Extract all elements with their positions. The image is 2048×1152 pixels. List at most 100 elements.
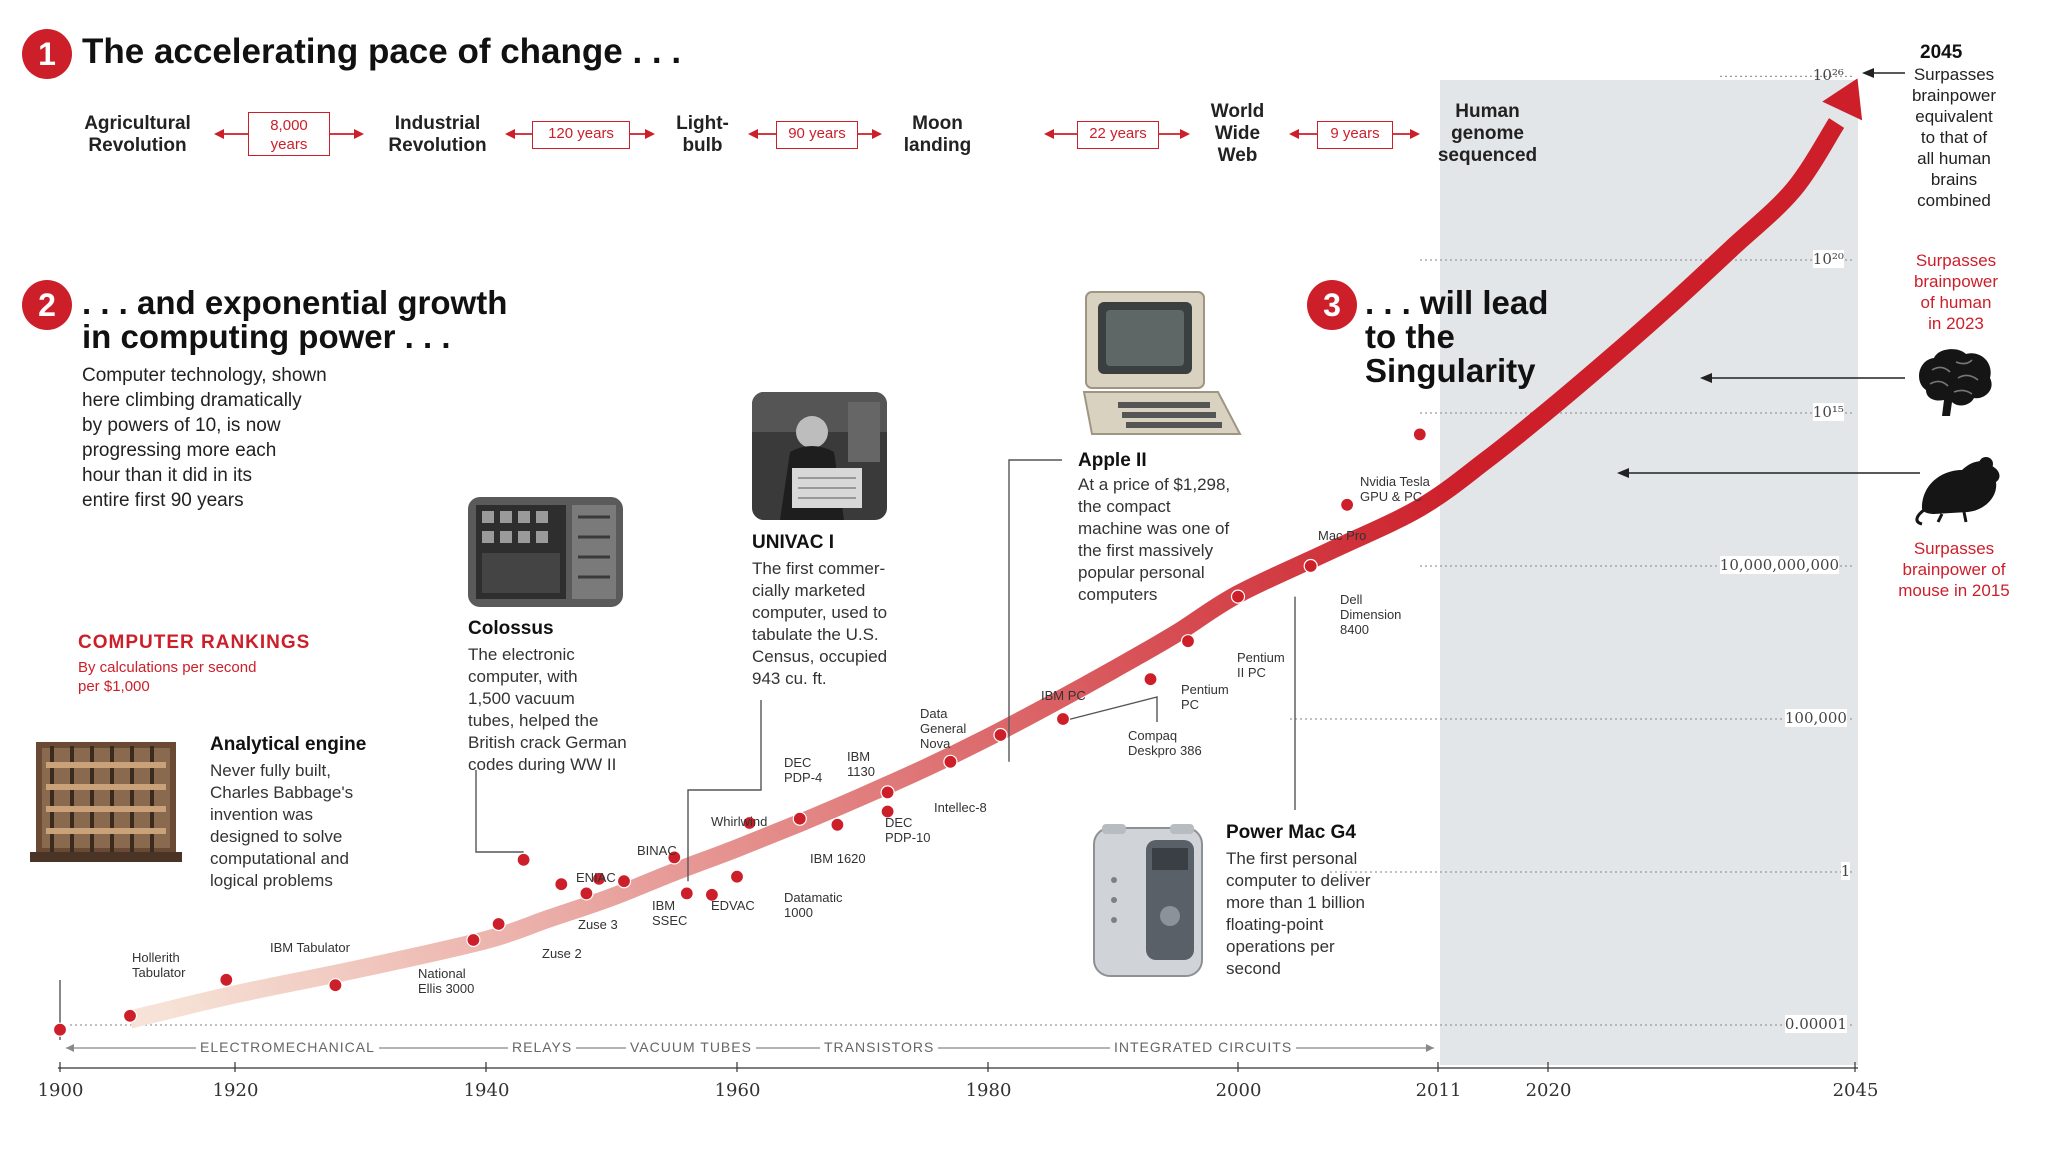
data-point <box>880 785 895 800</box>
era-agricultural-revolution: Agricultural Revolution <box>84 113 191 156</box>
x-tick-label: 2000 <box>1215 1080 1262 1101</box>
data-point-label: Zuse 3 <box>578 917 618 932</box>
data-point <box>219 972 234 987</box>
era-industrial-revolution: Industrial Revolution <box>388 113 487 156</box>
callout-leader <box>475 770 524 853</box>
y-tick-label: 0.00001 <box>1784 1015 1847 1033</box>
data-point <box>1055 711 1071 727</box>
callout-leader <box>1008 459 1062 762</box>
data-point <box>1143 672 1158 687</box>
y-tick-label: 10,000,000,000 <box>1719 556 1840 574</box>
data-point <box>830 817 845 832</box>
technology-band-arrow <box>1426 1044 1434 1052</box>
human-brainpower-note: Surpasses brainpower of human in 2023 <box>1913 251 1999 333</box>
data-point <box>1303 558 1318 574</box>
data-point-label: DEC PDP-4 <box>784 755 823 785</box>
data-point <box>516 852 531 867</box>
univac-image <box>752 392 887 520</box>
data-point <box>729 869 745 884</box>
era-moon-landing: Moon landing <box>903 113 972 156</box>
analytical-engine-body: Never fully built, Charles Babbage's inven… <box>210 761 354 890</box>
gap-arrowhead <box>645 129 655 139</box>
data-point-label: Pentium PC <box>1181 682 1229 712</box>
data-point-label: Zuse 2 <box>542 946 582 961</box>
data-point <box>466 932 481 948</box>
data-point-label: IBM 1620 <box>810 851 866 866</box>
gap-arrowhead <box>354 129 364 139</box>
technology-band-arrow <box>66 1044 74 1052</box>
colossus-body: The electronic computer, with 1,500 vacuum… <box>468 645 627 774</box>
x-tick-label: 1980 <box>965 1080 1012 1101</box>
gap-arrowhead <box>505 129 515 139</box>
pointer-arrowhead <box>1862 68 1874 78</box>
section-2-title: . . . and exponential growth in computing… <box>82 284 508 355</box>
data-point <box>1412 427 1427 442</box>
gap-arrowhead <box>1410 129 1420 139</box>
data-point-label: IBM 1130 <box>847 749 875 779</box>
mouse-icon <box>1912 448 2004 526</box>
x-tick-label: 2011 <box>1415 1080 1462 1101</box>
y-tick-label: 10²⁰ <box>1812 250 1844 268</box>
section-2-body: Computer technology, shown here climbing … <box>82 365 327 511</box>
data-point <box>554 877 569 892</box>
apple-ii-image <box>1078 284 1243 444</box>
gap-22-years: 22 years <box>1077 121 1159 149</box>
technology-era-label: ELECTROMECHANICAL <box>196 1039 379 1055</box>
data-point <box>943 754 958 769</box>
data-point-label: Dell Dimension 8400 <box>1340 592 1402 637</box>
technology-era-label: VACUUM TUBES <box>626 1039 756 1055</box>
data-point-label: IBM Tabulator <box>270 940 350 955</box>
apple-ii-title: Apple II <box>1078 450 1147 471</box>
univac-body: The first commer-cially marketed computer… <box>752 559 888 688</box>
gap-arrowhead <box>1180 129 1190 139</box>
gap-120-years: 120 years <box>532 121 630 149</box>
callout-leader <box>1062 696 1158 722</box>
analytical-engine-title: Analytical engine <box>210 734 367 755</box>
data-point-label: Mac Pro <box>1318 528 1367 543</box>
y-tick-label: 1 <box>1840 862 1851 880</box>
year-2045-label: 2045 <box>1920 42 1963 63</box>
data-point <box>579 886 594 901</box>
technology-era-label: INTEGRATED CIRCUITS <box>1110 1039 1297 1055</box>
data-point-label: ENIAC <box>576 870 616 885</box>
rankings-subtitle: By calculations per second per $1,000 <box>78 659 257 695</box>
technology-era-label: RELAYS <box>508 1039 577 1055</box>
data-point <box>1230 589 1246 604</box>
x-tick-label: 1900 <box>37 1080 84 1101</box>
gap-8000-years: 8,000 years <box>248 112 330 156</box>
era-human-genome-sequenced: Human genome sequenced <box>1437 101 1538 166</box>
data-point-label: Datamatic 1000 <box>784 890 843 920</box>
data-point-label: Hollerith Tabulator <box>132 950 186 980</box>
era-lightbulb: Light-bulb <box>676 113 729 156</box>
section-1-title: The accelerating pace of change . . . <box>82 32 682 71</box>
data-point <box>1180 634 1196 649</box>
power-mac-g4-image <box>1088 820 1208 980</box>
data-point <box>792 811 807 826</box>
data-point-label: Whirlwind <box>711 814 768 829</box>
data-point <box>880 804 895 819</box>
power-mac-g4-body: The first personal computer to deliver mor… <box>1226 849 1371 978</box>
y-tick-label: 10²⁶ <box>1812 66 1844 85</box>
x-tick-label: 2045 <box>1832 1080 1879 1101</box>
data-point-label: Compaq Deskpro 386 <box>1128 728 1202 758</box>
technology-era-label: TRANSISTORS <box>820 1039 939 1055</box>
section-1-marker: 1 <box>22 29 72 79</box>
data-point-label: EDVAC <box>711 898 755 913</box>
trend-curve <box>127 118 1845 1029</box>
gap-90-years: 90 years <box>776 121 858 149</box>
colossus-title: Colossus <box>468 618 554 639</box>
x-tick-label: 1940 <box>463 1080 510 1101</box>
data-point-label: IBM PC <box>1041 688 1086 703</box>
colossus-image <box>468 497 623 607</box>
data-point <box>52 1022 68 1037</box>
data-point-label: Data General Nova <box>920 706 967 751</box>
gap-arrowhead <box>1044 129 1054 139</box>
data-point <box>616 874 632 889</box>
data-point-label: BINAC <box>637 843 677 858</box>
data-point-label: Pentium II PC <box>1237 650 1285 680</box>
all-human-brains-note: Surpasses brainpower equivalent to that of… <box>1911 65 1997 210</box>
data-point <box>491 916 506 932</box>
data-point <box>328 978 343 993</box>
callout-leader <box>687 700 762 882</box>
